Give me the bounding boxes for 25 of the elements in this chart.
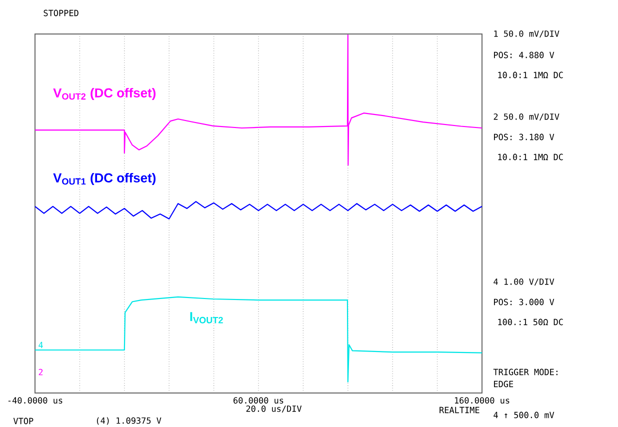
text: 4 ↑ 500.0 mV [494,412,554,418]
text: POS: 3.000 V [494,298,554,306]
series-label: I$_{VOUT2}$ [190,312,223,324]
text: 10.0:1 1MΩ DC [498,72,563,78]
text: 2 50.0 mV/DIV [494,113,560,121]
annotation: 4 [38,342,43,348]
text: TRIGGER MODE: [493,368,558,376]
text: EDGE [494,380,514,388]
annotation: 2 [38,368,43,376]
text: REALTIME [440,406,480,414]
text: VTOP [13,418,34,424]
text: POS: 4.880 V [494,52,554,58]
text: 4 1.00 V/DIV [494,278,554,286]
x-tick-label: 160.0000 us [454,397,510,404]
text: STOPPED [44,10,78,16]
series-label: V$_{OUT2}$ (DC offset) [53,88,156,100]
x-tick-label: 60.0000 us [234,397,284,404]
text: 10.0:1 1MΩ DC [498,154,563,160]
text: POS: 3.180 V [494,134,554,140]
series-label: V$_{OUT1}$ (DC offset) [53,172,156,186]
text: 100.:1 50Ω DC [498,318,563,326]
x-tick-label: -40.0000 us [8,397,62,404]
text: 20.0 us/DIV [246,405,302,413]
text: 1 50.0 mV/DIV [494,30,560,38]
text: (4) 1.09375 V [96,417,162,425]
